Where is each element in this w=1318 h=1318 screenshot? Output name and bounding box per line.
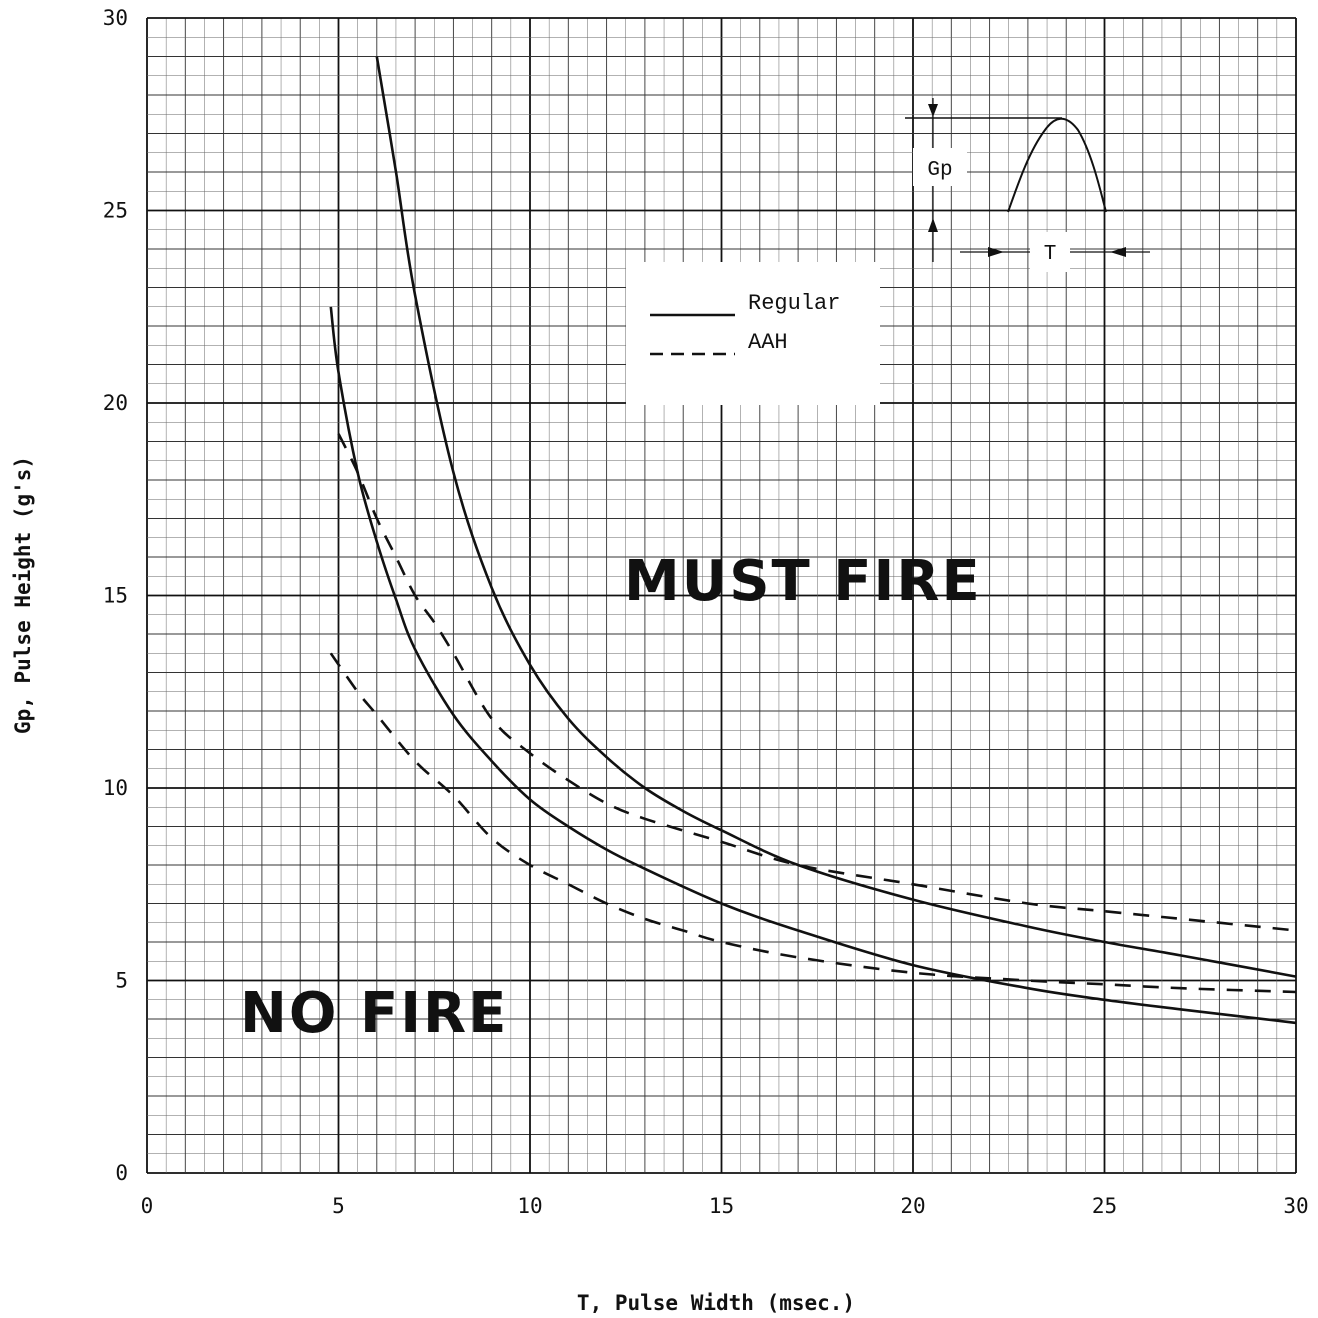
no-fire-label: NO FIRE — [240, 981, 508, 1046]
y-tick-label: 20 — [103, 391, 128, 415]
series-group — [329, 56, 1297, 1025]
legend-box — [626, 262, 880, 405]
inset-pulse-curve — [1007, 117, 1107, 213]
inset-gp-arrow-bottom — [928, 218, 938, 232]
y-axis-title: Gp, Pulse Height (g's) — [11, 456, 35, 734]
aah-curve-2 — [329, 652, 1297, 994]
legend: Regular AAH — [626, 262, 880, 405]
grid — [146, 17, 1297, 1174]
inset-gp-label-box — [913, 148, 967, 186]
pulse-schematic: Gp T — [905, 98, 1150, 272]
inset-t-arrow-right — [1110, 247, 1126, 257]
y-tick-label: 0 — [115, 1161, 128, 1185]
legend-label-aah: AAH — [748, 330, 788, 355]
y-tick-label: 25 — [103, 199, 128, 223]
inset-t-label-box — [1030, 232, 1070, 272]
x-tick-label: 20 — [900, 1194, 925, 1218]
x-tick-label: 15 — [709, 1194, 734, 1218]
regular-curve-1 — [375, 56, 1297, 978]
must-fire-label: MUST FIRE — [624, 549, 982, 614]
y-tick-label: 10 — [103, 776, 128, 800]
y-tick-label: 15 — [103, 584, 128, 608]
aah-curve-1 — [337, 433, 1297, 932]
x-axis-title: T, Pulse Width (msec.) — [577, 1291, 855, 1315]
x-tick-label: 30 — [1283, 1194, 1308, 1218]
x-tick-label: 5 — [332, 1194, 345, 1218]
inset-gp-label: Gp — [927, 159, 952, 182]
y-tick-label: 5 — [115, 969, 128, 993]
tick-labels: 0 5 10 15 20 25 30 0 5 10 15 20 25 30 — [103, 6, 1309, 1218]
regular-curve-2 — [329, 306, 1297, 1025]
inset-t-arrow-left — [988, 247, 1004, 257]
legend-label-regular: Regular — [748, 291, 840, 316]
inset-gp-arrow-top — [928, 104, 938, 117]
x-tick-label: 10 — [517, 1194, 542, 1218]
x-tick-label: 25 — [1092, 1194, 1117, 1218]
x-tick-label: 0 — [141, 1194, 154, 1218]
inset-t-label: T — [1044, 243, 1057, 266]
y-tick-label: 30 — [103, 6, 128, 30]
